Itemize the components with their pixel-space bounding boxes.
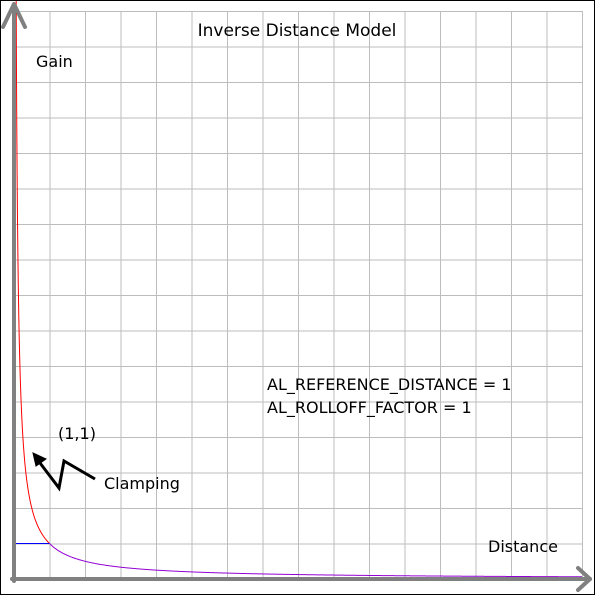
reference-distance-label: AL_REFERENCE_DISTANCE = 1 bbox=[267, 375, 512, 395]
point-label: (1,1) bbox=[58, 424, 96, 443]
x-axis-label: Distance bbox=[488, 537, 558, 556]
grid bbox=[14, 11, 583, 579]
clamping-label: Clamping bbox=[104, 474, 180, 493]
clamping-arrow-head bbox=[33, 453, 46, 466]
rolloff-factor-label: AL_ROLLOFF_FACTOR = 1 bbox=[267, 398, 472, 418]
axes bbox=[3, 4, 590, 590]
y-axis-label: Gain bbox=[36, 52, 73, 71]
unclamped-gain-curve bbox=[16, 0, 50, 543]
chart-title: Inverse Distance Model bbox=[198, 21, 397, 41]
